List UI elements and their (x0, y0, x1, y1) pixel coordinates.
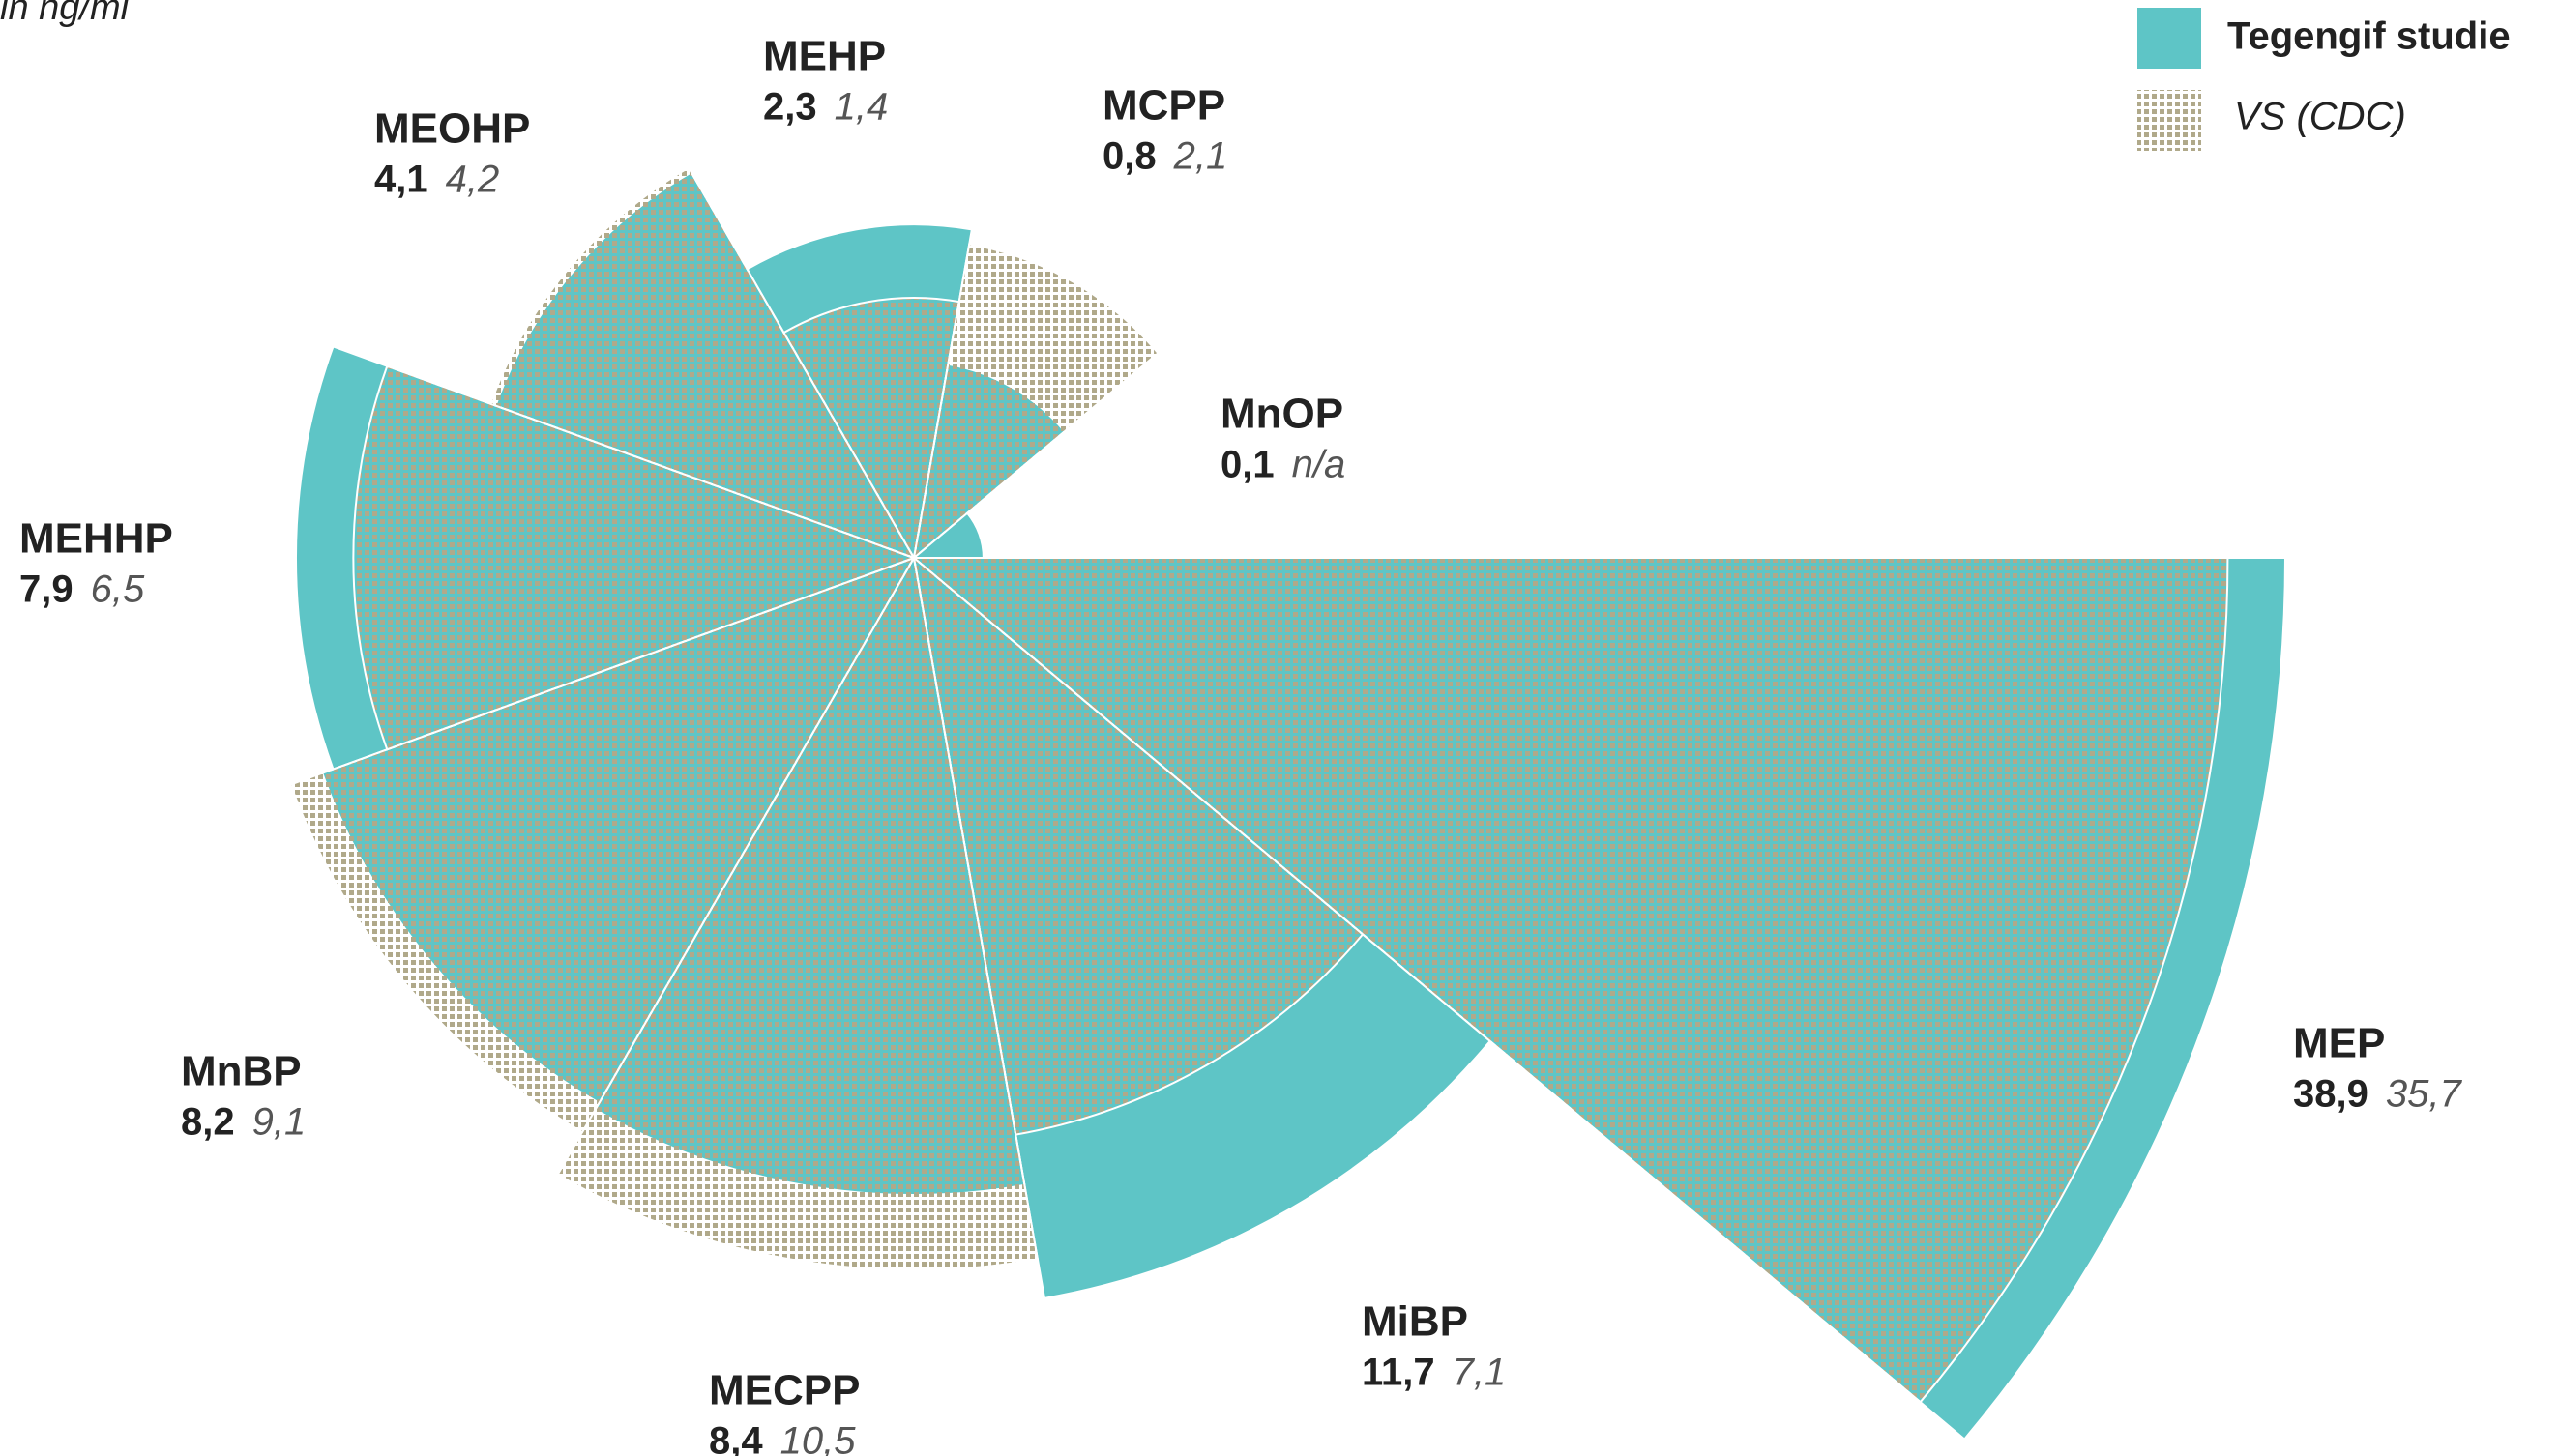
value-label-study: 2,3 (763, 86, 817, 129)
subtitle: in ng/ml (0, 0, 131, 28)
sector-cdc (912, 555, 1365, 1136)
sector-cdc (556, 555, 1040, 1271)
value-label-cdc: 10,5 (780, 1420, 857, 1456)
sector-cdc (912, 243, 1160, 561)
value-label-study: 8,2 (181, 1101, 235, 1144)
value-label-cdc: 2,1 (1173, 135, 1228, 178)
category-label: MEP (2293, 1020, 2385, 1067)
category-label: MEOHP (374, 105, 530, 153)
value-label-cdc: n/a (1292, 444, 1346, 486)
category-label: MnOP (1221, 391, 1343, 438)
value-label-cdc: 6,5 (91, 568, 145, 611)
category-label: MEHP (763, 33, 886, 80)
value-label-cdc: 35,7 (2386, 1073, 2463, 1116)
category-label: MiBP (1362, 1298, 1468, 1346)
value-label-study: 0,1 (1221, 444, 1275, 486)
value-label-study: 11,7 (1362, 1352, 1435, 1394)
value-label-study: 38,9 (2293, 1073, 2368, 1116)
legend-label: VS (CDC) (2234, 96, 2406, 138)
legend-swatch (2137, 90, 2201, 151)
sector-cdc (352, 364, 917, 751)
category-label: MnBP (181, 1048, 302, 1095)
category-label: MCPP (1103, 82, 1225, 130)
value-label-study: 0,8 (1103, 135, 1157, 178)
value-label-study: 7,9 (19, 568, 74, 611)
value-label-study: 4,1 (374, 159, 428, 201)
value-label-cdc: 9,1 (252, 1101, 307, 1144)
value-label-cdc: 1,4 (835, 86, 889, 129)
sector-cdc (289, 556, 917, 1134)
sector-cdc (782, 297, 960, 561)
legend-label: Tegengif studie (2227, 15, 2511, 58)
value-label-cdc: 7,1 (1453, 1352, 1507, 1394)
category-label: MEHHP (19, 515, 173, 563)
value-label-study: 8,4 (709, 1420, 763, 1456)
category-label: MECPP (709, 1367, 860, 1414)
value-label-cdc: 4,2 (446, 159, 500, 201)
sector-cdc (488, 166, 917, 560)
sector-cdc (911, 557, 2229, 1404)
legend-swatch (2137, 8, 2201, 69)
